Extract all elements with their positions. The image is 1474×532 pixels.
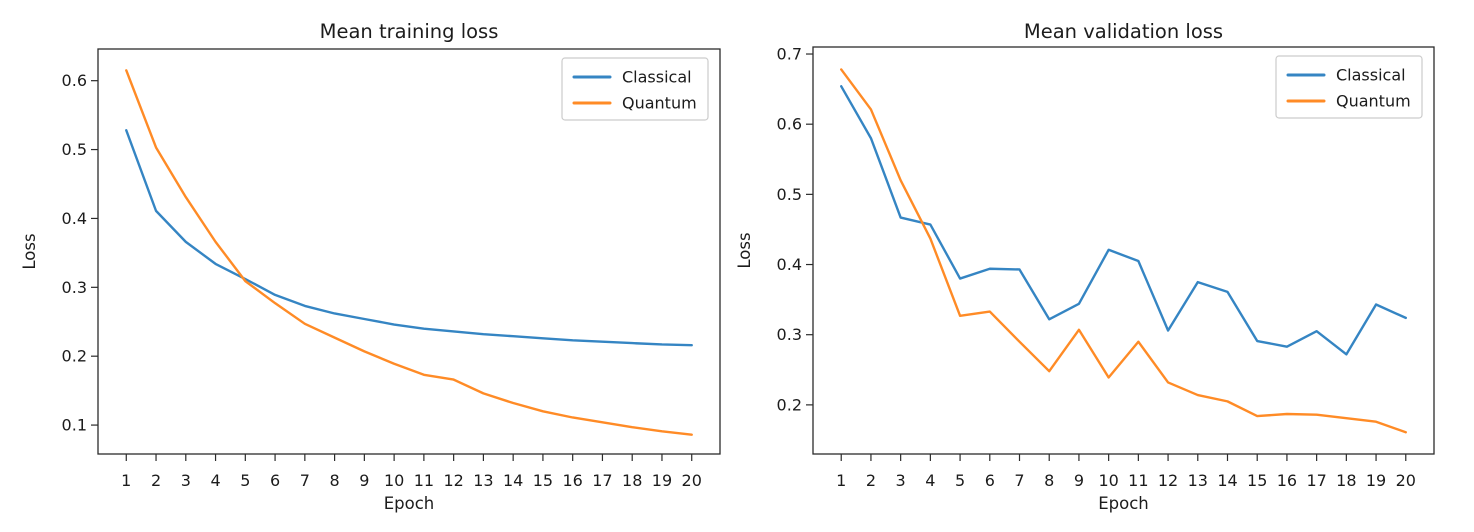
classical-loss-line [125, 129, 693, 347]
legend-entry: Classical [572, 68, 692, 87]
y-tick-label: 0.3 [777, 325, 802, 344]
legend-label: Classical [1336, 66, 1406, 85]
x-tick-label: 1 [836, 471, 846, 490]
x-tick-label: 17 [1306, 471, 1326, 490]
x-tick-label: 14 [1217, 471, 1237, 490]
y-tick-label: 0.3 [62, 278, 87, 297]
x-tick-label: 18 [1336, 471, 1356, 490]
x-tick-label: 13 [1188, 471, 1208, 490]
y-tick-label: 0.6 [777, 115, 802, 134]
x-tick-label: 10 [384, 471, 404, 490]
y-axis-label: Loss [735, 232, 754, 268]
x-tick-label: 5 [955, 471, 965, 490]
x-tick-label: 17 [592, 471, 612, 490]
y-tick-label: 0.4 [62, 209, 87, 228]
y-tick-label: 0.5 [62, 140, 87, 159]
x-tick-label: 3 [181, 471, 191, 490]
x-tick-label: 1 [121, 471, 131, 490]
x-tick-label: 16 [563, 471, 583, 490]
legend: Classical Quantum [561, 57, 709, 121]
x-tick-label: 6 [985, 471, 995, 490]
x-tick-label: 12 [443, 471, 463, 490]
x-tick-label: 9 [359, 471, 369, 490]
axes-frame [812, 46, 1435, 455]
y-tick-label: 0.4 [777, 255, 802, 274]
x-tick-label: 3 [896, 471, 906, 490]
training-loss-chart: 1 2 3 4 5 6 7 8 9 10 11 12 13 14 15 16 17 18 19 200.10.20.3… [20, 20, 721, 513]
chart-title: Mean training loss [320, 20, 499, 43]
x-tick-label: 10 [1098, 471, 1118, 490]
x-tick-label: 8 [330, 471, 340, 490]
x-tick-label: 9 [1074, 471, 1084, 490]
x-tick-label: 20 [682, 471, 702, 490]
x-tick-label: 13 [473, 471, 493, 490]
y-tick-label: 0.5 [777, 185, 802, 204]
y-axis-label: Loss [20, 233, 39, 269]
quantum-loss-line [125, 69, 693, 436]
x-tick-label: 2 [151, 471, 161, 490]
x-tick-label: 20 [1396, 471, 1416, 490]
x-tick-label: 16 [1277, 471, 1297, 490]
y-tick-label: 0.2 [62, 347, 87, 366]
quantum-loss-line [840, 68, 1407, 434]
x-tick-label: 19 [652, 471, 672, 490]
x-tick-label: 4 [925, 471, 935, 490]
x-tick-label: 11 [414, 471, 434, 490]
x-tick-label: 7 [1014, 471, 1024, 490]
x-tick-label: 12 [1158, 471, 1178, 490]
legend-entry: Quantum [572, 94, 697, 113]
x-tick-label: 5 [240, 471, 250, 490]
legend-label: Classical [622, 68, 692, 87]
x-axis-label: Epoch [384, 494, 435, 513]
axes-frame [97, 48, 721, 455]
legend-label: Quantum [1336, 92, 1411, 111]
x-tick-label: 18 [622, 471, 642, 490]
x-tick-label: 2 [866, 471, 876, 490]
classical-loss-line [840, 85, 1407, 356]
y-tick-label: 0.2 [777, 395, 802, 414]
legend-entry: Classical [1286, 66, 1406, 85]
x-axis-label: Epoch [1098, 494, 1149, 513]
x-tick-label: 7 [300, 471, 310, 490]
y-tick-label: 0.1 [62, 416, 87, 435]
x-tick-label: 8 [1044, 471, 1054, 490]
x-tick-label: 6 [270, 471, 280, 490]
x-tick-label: 14 [503, 471, 523, 490]
legend-label: Quantum [622, 94, 697, 113]
legend: Classical Quantum [1275, 55, 1423, 119]
chart-title: Mean validation loss [1024, 20, 1223, 43]
x-tick-label: 19 [1366, 471, 1386, 490]
validation-loss-chart: 1 2 3 4 5 6 7 8 9 10 11 12 13 14 15 16 17 18 19 200.20.30.4… [735, 20, 1435, 513]
x-tick-label: 15 [533, 471, 553, 490]
legend-entry: Quantum [1286, 92, 1411, 111]
y-tick-label: 0.7 [777, 45, 802, 64]
x-tick-label: 4 [210, 471, 220, 490]
x-tick-label: 11 [1128, 471, 1148, 490]
x-tick-label: 15 [1247, 471, 1267, 490]
y-tick-label: 0.6 [62, 71, 87, 90]
